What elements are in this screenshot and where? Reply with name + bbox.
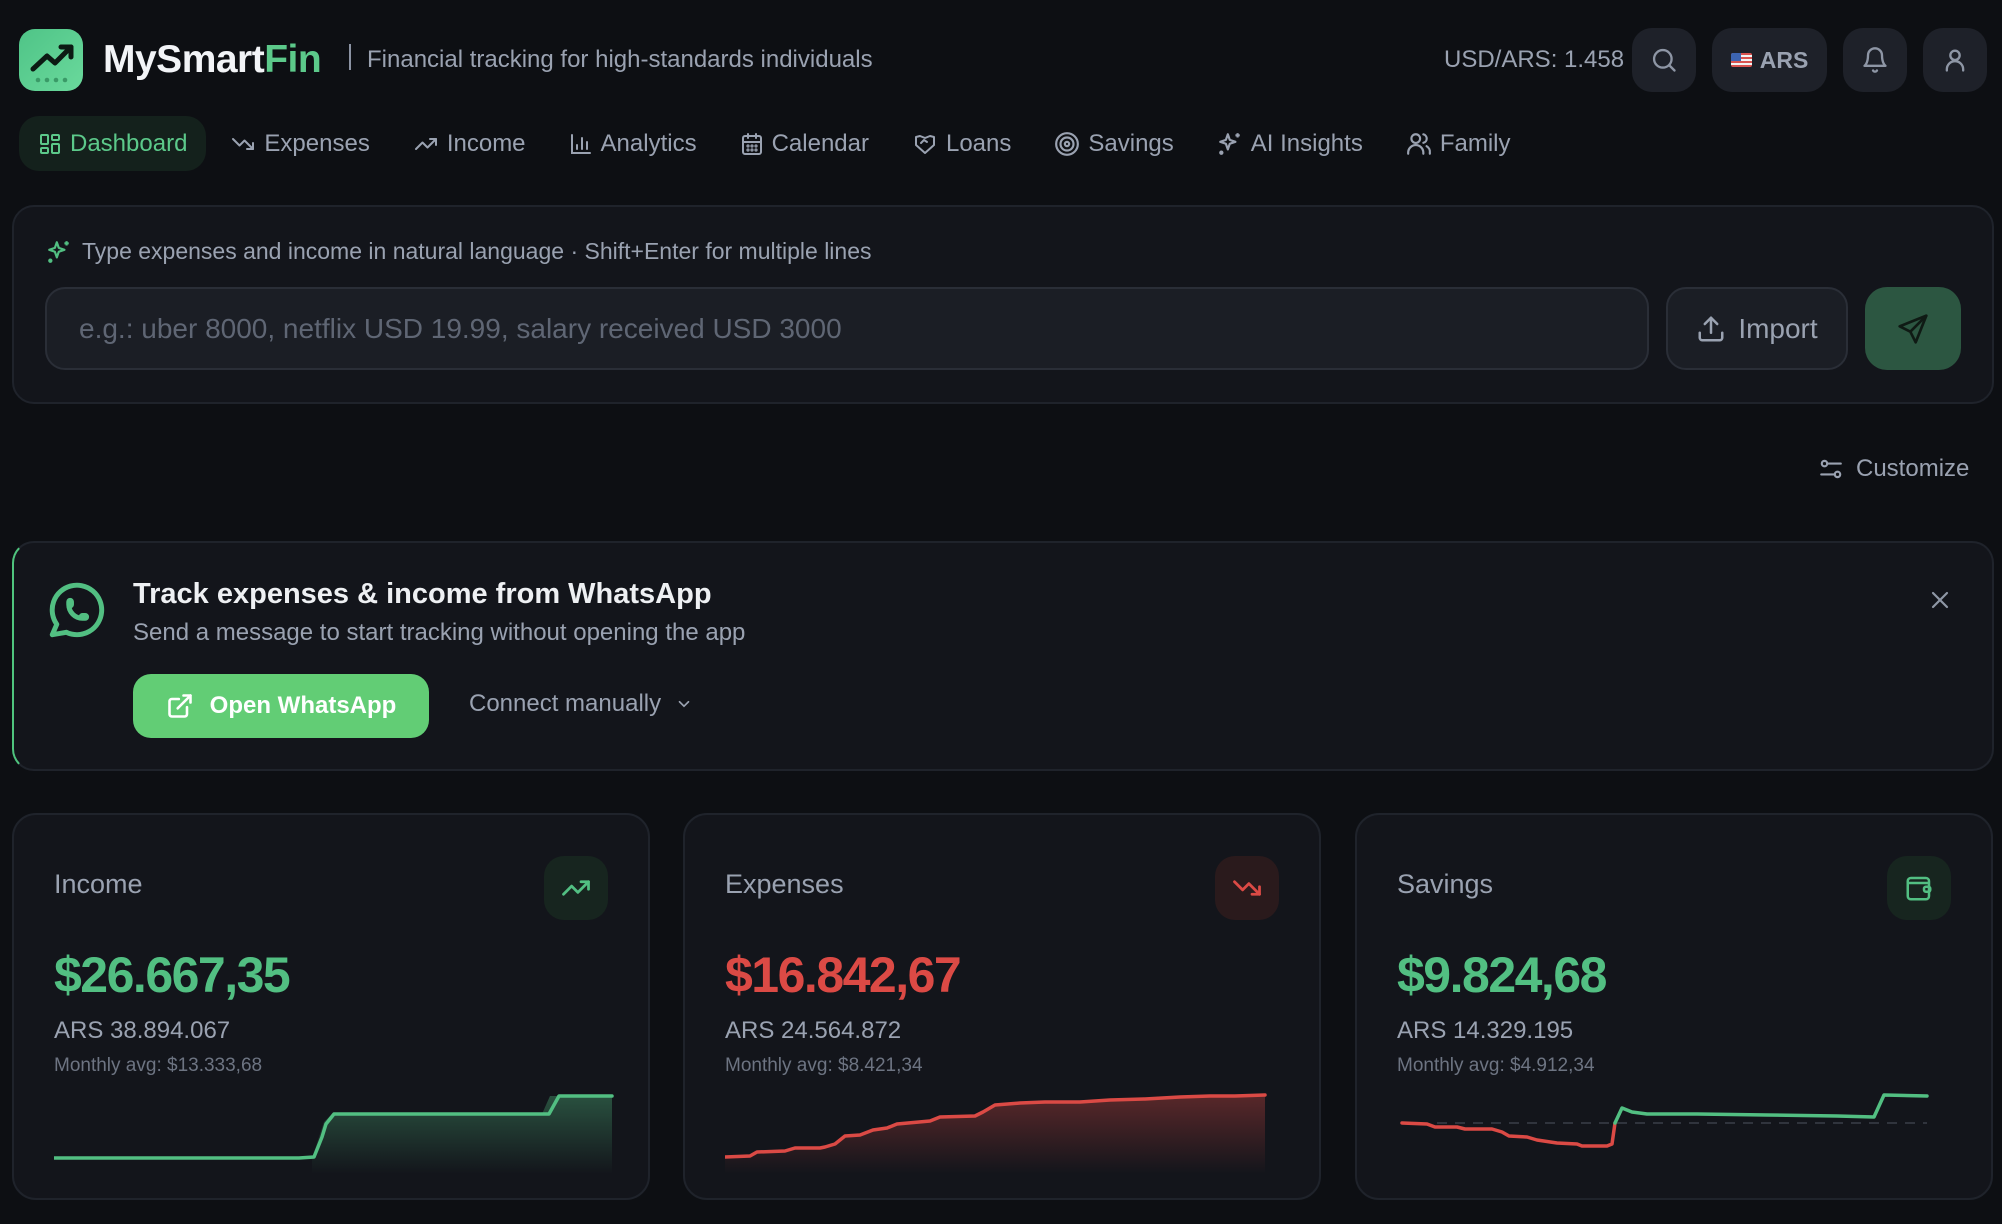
card-label: Expenses (725, 869, 844, 899)
trending-up-logo-icon (30, 44, 74, 83)
nav-tab-calendar[interactable]: Calendar (721, 116, 888, 171)
card-icon-badge (544, 856, 608, 920)
card-ars-value: ARS 14.329.195 (1397, 1017, 1574, 1044)
layout-grid-icon (40, 133, 60, 154)
nav-label: Expenses (264, 129, 370, 157)
expenses-card[interactable]: Expenses $16.842,67 ARS 24.564.872 Month… (683, 813, 1321, 1200)
card-monthly-avg: Monthly avg: $8.421,34 (725, 1055, 923, 1076)
banner-close-button[interactable] (1924, 584, 1956, 616)
sparkles-icon (1218, 132, 1240, 155)
card-icon-badge (1887, 856, 1951, 920)
open-whatsapp-label: Open WhatsApp (209, 692, 397, 719)
income-sparkline (54, 1094, 614, 1174)
handshake-icon (914, 134, 935, 154)
import-button[interactable]: Import (1666, 287, 1848, 370)
nav-label: Calendar (771, 129, 869, 157)
card-icon-badge (1215, 856, 1279, 920)
app-logo[interactable] (19, 29, 83, 91)
banner-subtitle: Send a message to start tracking without… (133, 619, 746, 646)
card-value: $16.842,67 (725, 947, 962, 1003)
tagline-divider (349, 44, 351, 70)
trending-up-icon (562, 880, 590, 896)
currency-label: ARS (1759, 46, 1809, 73)
bell-icon (1863, 47, 1887, 73)
sparkles-icon (48, 240, 69, 263)
nav-label: Family (1439, 129, 1511, 157)
card-label: Income (54, 869, 143, 899)
natural-language-input[interactable] (45, 287, 1649, 370)
nav-label: Loans (945, 129, 1012, 157)
banner-title: Track expenses & income from WhatsApp (133, 578, 712, 610)
wallet-icon (1906, 876, 1932, 901)
notifications-button[interactable] (1843, 28, 1907, 92)
brand-accent: Fin (264, 38, 322, 81)
search-icon (1652, 48, 1676, 72)
savings-card[interactable]: Savings $9.824,68 ARS 14.329.195 Monthly… (1355, 813, 1993, 1200)
users-icon (1406, 132, 1431, 155)
brand-name: MySmartFin (103, 34, 322, 86)
import-label: Import (1738, 312, 1818, 344)
send-button[interactable] (1865, 287, 1961, 370)
close-icon (1931, 591, 1949, 609)
nav-tab-savings[interactable]: Savings (1035, 116, 1192, 171)
card-label: Savings (1397, 869, 1494, 899)
exchange-rate: USD/ARS: 1.458 (1444, 46, 1625, 73)
quick-entry-hint: Type expenses and income in natural lang… (46, 238, 872, 265)
target-icon (1055, 131, 1080, 156)
nav-tab-income[interactable]: Income (394, 116, 545, 171)
nav-label: Income (446, 129, 526, 157)
nav-tab-expenses[interactable]: Expenses (211, 116, 388, 171)
nav-label: Dashboard (70, 129, 188, 157)
nav-tab-family[interactable]: Family (1387, 116, 1530, 171)
customize-button[interactable]: Customize (1818, 455, 1969, 483)
nav-tab-ai-insights[interactable]: AI Insights (1198, 116, 1382, 171)
search-button[interactable] (1632, 28, 1696, 92)
card-monthly-avg: Monthly avg: $4.912,34 (1397, 1055, 1595, 1076)
trending-down-icon (1233, 880, 1261, 896)
connect-manually-toggle[interactable]: Connect manually (469, 690, 693, 718)
currency-toggle-button[interactable]: ARS (1712, 28, 1827, 92)
card-value: $9.824,68 (1397, 947, 1607, 1003)
card-ars-value: ARS 38.894.067 (54, 1017, 231, 1044)
external-link-icon (167, 694, 192, 718)
hint-text: Type expenses and income in natural lang… (82, 238, 872, 264)
profile-button[interactable] (1923, 28, 1987, 92)
open-whatsapp-button[interactable]: Open WhatsApp (133, 674, 429, 738)
nav-label: AI Insights (1250, 129, 1363, 157)
main-nav: Dashboard Expenses Income Analytics Cale… (19, 116, 1535, 171)
upload-icon (1698, 316, 1724, 341)
bar-chart-icon (570, 133, 591, 154)
sliders-icon (1820, 459, 1842, 479)
nav-tab-loans[interactable]: Loans (893, 116, 1030, 171)
user-icon (1945, 49, 1965, 72)
nav-tab-dashboard[interactable]: Dashboard (19, 116, 207, 171)
card-monthly-avg: Monthly avg: $13.333,68 (54, 1055, 263, 1076)
us-flag-icon (1730, 53, 1752, 67)
calendar-icon (741, 132, 762, 155)
send-icon (1898, 313, 1928, 344)
nav-tab-analytics[interactable]: Analytics (550, 116, 716, 171)
savings-sparkline (1400, 1093, 1929, 1148)
connect-manually-label: Connect manually (469, 690, 662, 717)
tagline: Financial tracking for high-standards in… (367, 46, 873, 73)
customize-label: Customize (1856, 455, 1970, 482)
trending-up-icon (414, 137, 437, 150)
trending-down-icon (232, 137, 255, 150)
expenses-sparkline (725, 1093, 1267, 1174)
whatsapp-icon (44, 577, 110, 643)
chevron-down-icon (678, 700, 690, 708)
brand-main: MySmart (103, 38, 265, 81)
card-ars-value: ARS 24.564.872 (725, 1017, 902, 1044)
card-value: $26.667,35 (54, 947, 291, 1003)
nav-label: Savings (1088, 129, 1174, 157)
income-card[interactable]: Income $26.667,35 ARS 38.894.067 Monthly… (12, 813, 650, 1200)
nav-label: Analytics (600, 129, 697, 157)
